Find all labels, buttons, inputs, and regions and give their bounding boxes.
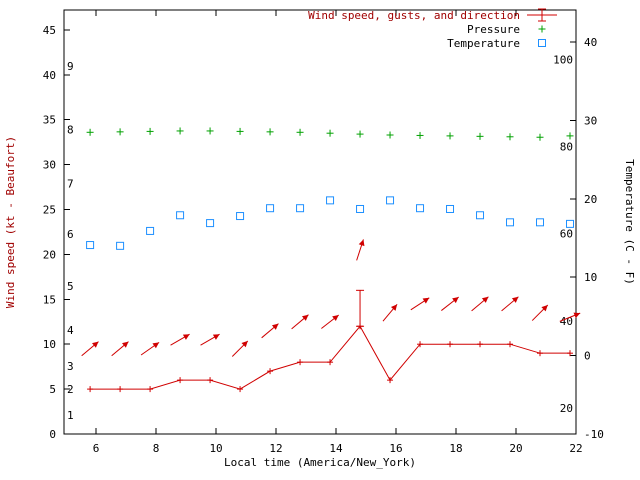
svg-text:18: 18 bbox=[449, 442, 462, 455]
svg-text:100: 100 bbox=[553, 53, 573, 66]
svg-text:6: 6 bbox=[67, 228, 74, 241]
y2-axis-title: Temperature (C - F) bbox=[623, 159, 636, 285]
plot-border bbox=[63, 9, 577, 435]
svg-text:40: 40 bbox=[43, 69, 56, 82]
legend-marker-samples bbox=[527, 8, 557, 47]
svg-text:10: 10 bbox=[209, 442, 222, 455]
svg-text:10: 10 bbox=[43, 338, 56, 351]
svg-text:14: 14 bbox=[329, 442, 343, 455]
y-axis-title: Wind speed (kt - Beaufort) bbox=[4, 135, 17, 309]
svg-text:35: 35 bbox=[43, 114, 56, 127]
x-axis-title: Local time (America/New_York) bbox=[223, 456, 417, 469]
svg-text:10: 10 bbox=[584, 271, 597, 284]
svg-text:30: 30 bbox=[584, 114, 597, 127]
svg-text:8: 8 bbox=[67, 124, 74, 137]
axis-ticks bbox=[64, 10, 577, 435]
svg-text:0: 0 bbox=[49, 428, 56, 441]
svg-text:6: 6 bbox=[93, 442, 100, 455]
svg-text:1: 1 bbox=[67, 409, 74, 422]
svg-text:5: 5 bbox=[67, 280, 74, 293]
svg-text:7: 7 bbox=[67, 177, 74, 190]
svg-text:16: 16 bbox=[389, 442, 402, 455]
wind-direction-arrows bbox=[81, 239, 581, 357]
svg-text:0: 0 bbox=[584, 350, 591, 363]
beaufort-scale-labels: 1 2 3 4 5 6 7 8 9 bbox=[67, 60, 74, 422]
svg-text:45: 45 bbox=[43, 24, 56, 37]
svg-text:-10: -10 bbox=[584, 428, 604, 441]
svg-text:30: 30 bbox=[43, 159, 56, 172]
y-left-tick-labels: 0 5 10 15 20 25 30 35 40 45 bbox=[43, 24, 56, 441]
fahrenheit-scale-labels: 20 40 60 80 100 bbox=[553, 53, 573, 414]
y-right-tick-labels: -10 0 10 20 30 40 bbox=[584, 36, 604, 441]
svg-text:80: 80 bbox=[560, 141, 573, 154]
svg-text:60: 60 bbox=[560, 228, 573, 241]
svg-text:9: 9 bbox=[67, 60, 74, 73]
svg-text:20: 20 bbox=[509, 442, 522, 455]
svg-text:12: 12 bbox=[269, 442, 282, 455]
svg-text:20: 20 bbox=[584, 193, 597, 206]
series-temperature-points bbox=[86, 196, 575, 250]
series-pressure-points bbox=[86, 127, 574, 141]
svg-text:4: 4 bbox=[67, 324, 74, 337]
svg-text:15: 15 bbox=[43, 293, 56, 306]
svg-text:20: 20 bbox=[560, 402, 573, 415]
svg-text:20: 20 bbox=[43, 248, 56, 261]
svg-text:40: 40 bbox=[584, 36, 597, 49]
legend-temperature-label: Temperature bbox=[447, 37, 520, 50]
svg-text:25: 25 bbox=[43, 204, 56, 217]
svg-text:22: 22 bbox=[569, 442, 582, 455]
svg-text:8: 8 bbox=[153, 442, 160, 455]
svg-text:3: 3 bbox=[67, 360, 74, 373]
series-wind-line bbox=[87, 289, 574, 393]
svg-text:2: 2 bbox=[67, 383, 74, 396]
legend-pressure-label: Pressure bbox=[467, 23, 520, 36]
legend-wind-label: Wind speed, gusts, and direction bbox=[308, 9, 520, 22]
svg-text:40: 40 bbox=[560, 315, 573, 328]
x-tick-labels: 6 8 10 12 14 16 18 20 22 bbox=[93, 442, 583, 455]
svg-text:5: 5 bbox=[49, 383, 56, 396]
